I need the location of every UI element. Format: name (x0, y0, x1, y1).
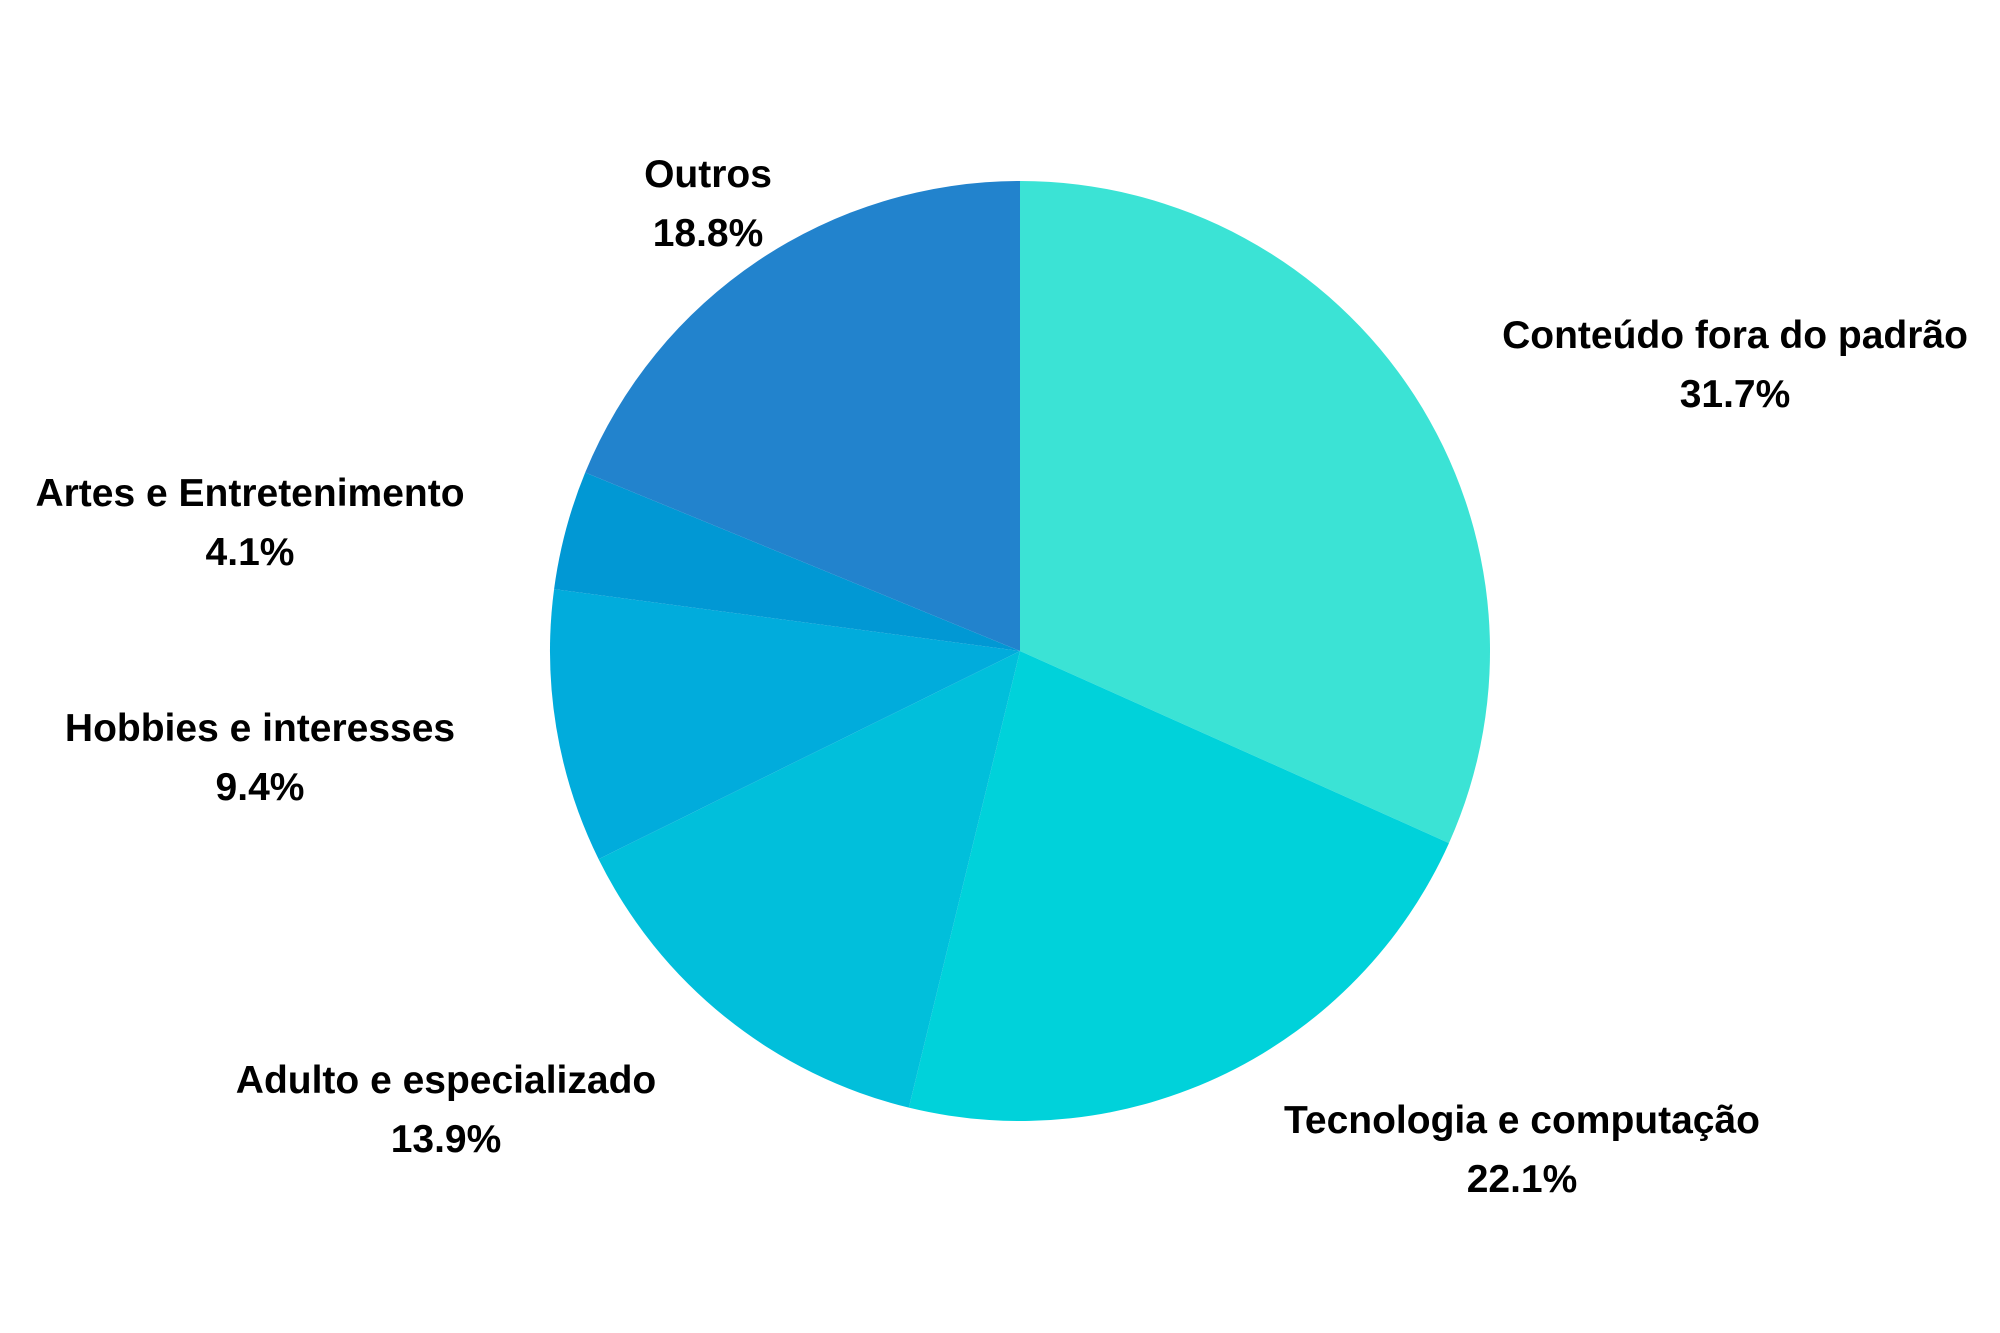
pie-slices (550, 180, 1491, 1122)
slice-category-label: Outros (644, 153, 772, 196)
pie-slice-2 (908, 651, 1449, 1122)
slice-category-label: Adulto e especializado (236, 1059, 656, 1102)
slice-value-label: 18.8% (653, 212, 764, 255)
slice-category-label: Tecnologia e computação (1284, 1099, 1760, 1142)
slice-category-label: Conteúdo fora do padrão (1502, 314, 1968, 357)
pie-slice-6 (585, 180, 1020, 651)
slice-value-label: 31.7% (1680, 373, 1791, 416)
slice-value-label: 13.9% (391, 1118, 502, 1161)
pie-slice-3 (598, 651, 1020, 1108)
pie-slice-5 (554, 472, 1020, 651)
slice-category-label: Hobbies e interesses (65, 707, 455, 750)
slice-value-label: 22.1% (1467, 1158, 1578, 1201)
pie-slice-4 (550, 589, 1020, 860)
slice-value-label: 4.1% (206, 531, 295, 574)
pie-slice-1 (1020, 181, 1491, 844)
pie-labels: Conteúdo fora do padrão 31.7% Tecnologia e… (35, 153, 1967, 1201)
slice-value-label: 9.4% (216, 766, 305, 809)
slice-category-label: Artes e Entretenimento (35, 472, 464, 515)
